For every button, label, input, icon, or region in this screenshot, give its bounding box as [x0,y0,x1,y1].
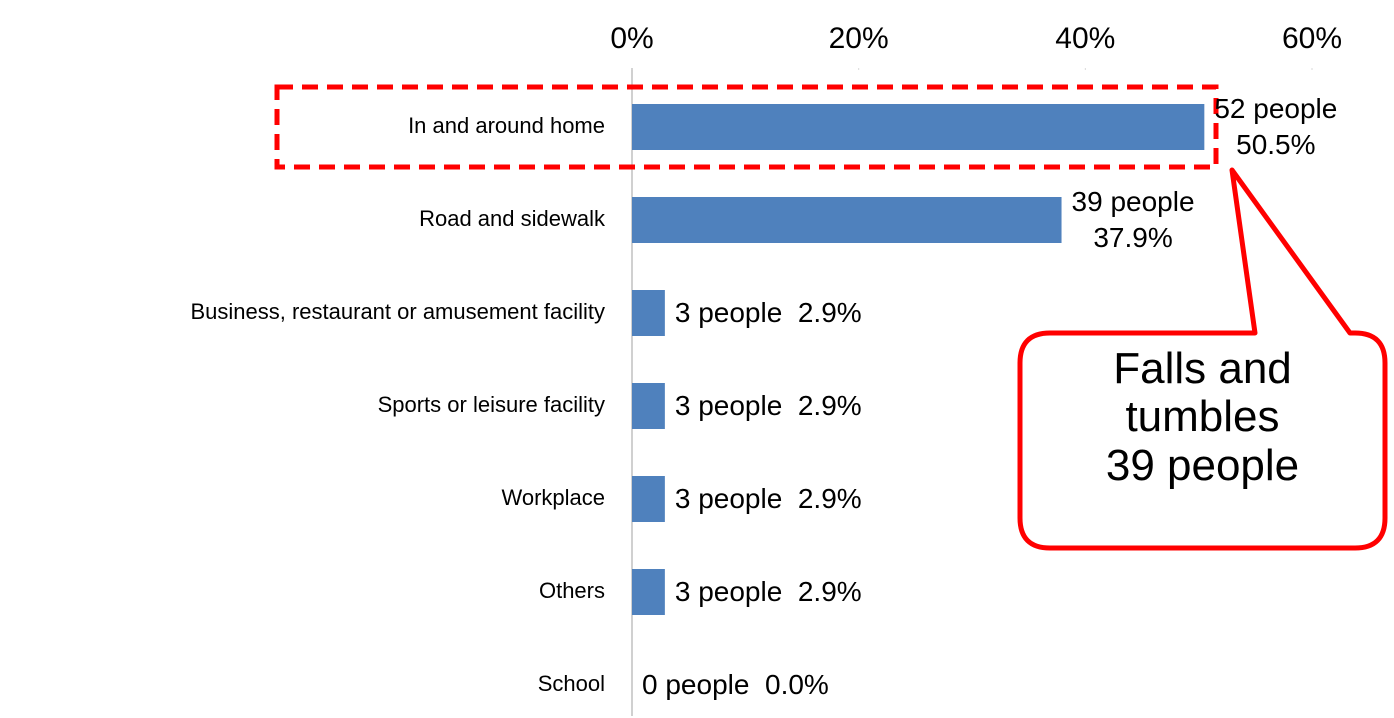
category-label: Business, restaurant or amusement facili… [190,299,605,324]
data-label: 3 people 2.9% [674,390,862,421]
category-label: Others [538,578,605,603]
callout-text: Falls and tumbles 39 people [1105,344,1300,490]
data-label: 39 people 37.9% [1071,185,1195,253]
bar [632,569,665,615]
category-label: School [537,671,605,696]
data-label: 3 people 2.9% [674,297,862,328]
category-label: Workplace [501,485,605,510]
callout [1017,167,1388,551]
x-tick-label: 40% [1055,22,1116,55]
x-tick-label: 20% [828,22,889,55]
bar [632,383,665,429]
data-label: 0 people 0.0% [642,669,829,700]
bar [632,104,1205,150]
x-tick-label: 60% [1281,22,1343,55]
category-label: Road and sidewalk [419,206,605,231]
data-label: 3 people 2.9% [674,483,862,514]
data-label: 3 people 2.9% [674,576,862,607]
bar [632,290,665,336]
category-label: Sports or leisure facility [377,392,605,417]
data-label: 52 people 50.5% [1214,92,1338,160]
highlight-box [274,84,1219,170]
bar [632,476,665,522]
category-label: In and around home [408,113,605,138]
x-tick-label: 0% [610,22,654,55]
bar [632,197,1062,243]
